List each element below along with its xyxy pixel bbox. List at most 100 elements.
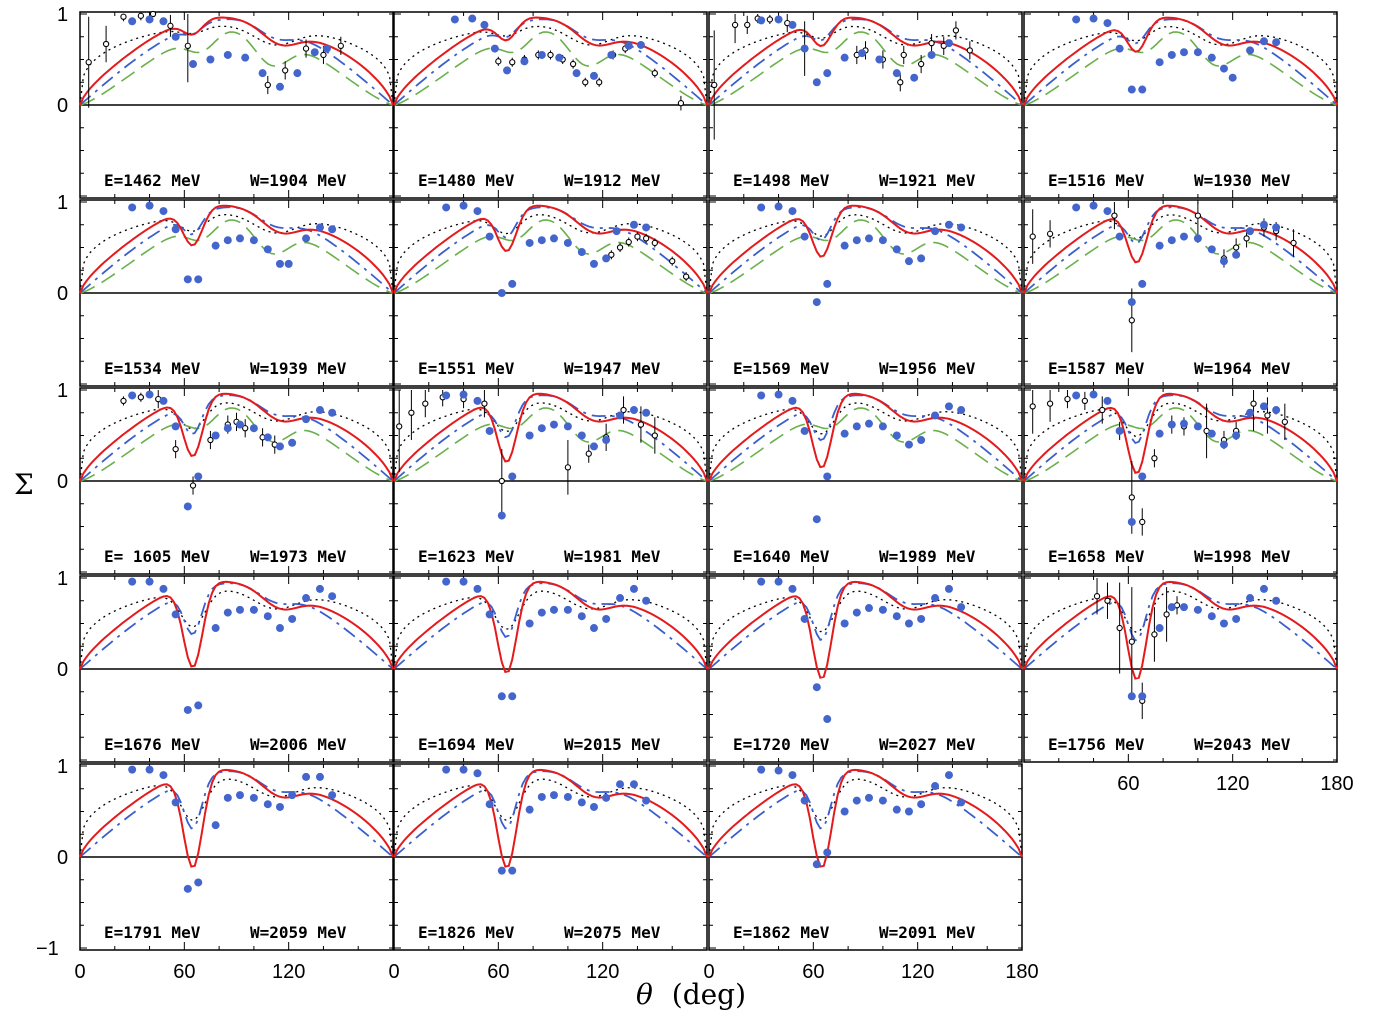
fit-curve-solid xyxy=(708,768,1023,868)
pseudo-data-point xyxy=(878,605,887,614)
pseudo-data-point xyxy=(549,234,558,243)
pseudo-data-point xyxy=(917,800,926,809)
pseudo-data-point xyxy=(788,20,797,29)
pseudo-data-point xyxy=(607,50,616,59)
fit-curve-long xyxy=(79,219,394,294)
x-axis-unit: (deg) xyxy=(672,978,746,1011)
pseudo-data-point xyxy=(485,232,494,241)
pseudo-data-point xyxy=(944,402,953,411)
pseudo-data-point xyxy=(878,796,887,805)
pseudo-data-point xyxy=(1103,207,1112,216)
pseudo-data-point xyxy=(642,223,651,232)
fit-curve-solid xyxy=(79,768,394,868)
y-tick-label: 0 xyxy=(57,471,68,493)
pseudo-data-point xyxy=(480,20,489,29)
fit-curve-dotted xyxy=(393,25,708,106)
pseudo-data-point xyxy=(624,41,633,50)
pseudo-data-point xyxy=(917,254,926,263)
y-tick-label: 1 xyxy=(57,756,68,778)
pseudo-data-point xyxy=(1272,223,1281,232)
pseudo-data-point xyxy=(1272,406,1281,415)
panel-energy-label: E=1623 MeV xyxy=(418,547,515,566)
data-point xyxy=(966,47,973,54)
pseudo-data-point xyxy=(892,69,901,78)
pseudo-data-point xyxy=(1246,46,1255,55)
data-point xyxy=(682,273,690,280)
pseudo-data-point xyxy=(864,793,873,802)
pseudo-data-point xyxy=(774,577,783,586)
data-point xyxy=(396,423,403,430)
data-point xyxy=(1093,593,1101,600)
pseudo-data-point xyxy=(302,415,311,424)
fit-curve-dotted xyxy=(79,25,394,106)
data-point xyxy=(625,238,632,246)
pseudo-data-point xyxy=(302,594,311,603)
data-point xyxy=(1151,631,1158,638)
pseudo-data-point xyxy=(1155,241,1164,250)
data-point xyxy=(900,51,907,59)
data-point xyxy=(1128,494,1135,501)
pseudo-data-point xyxy=(275,802,284,811)
plot-panel: E=1534 MeV W=1939 MeV xyxy=(79,199,394,387)
pseudo-data-point xyxy=(563,422,572,431)
pseudo-data-point xyxy=(800,614,809,623)
pseudo-data-point xyxy=(211,821,220,830)
pseudo-data-point xyxy=(910,73,919,82)
pseudo-data-point xyxy=(293,69,302,78)
fit-curve-solid xyxy=(1023,392,1338,482)
pseudo-data-point xyxy=(145,577,154,586)
panel-w-label: W=1964 MeV xyxy=(1194,359,1291,378)
panel-energy-label: E=1569 MeV xyxy=(733,359,830,378)
pseudo-data-point xyxy=(1232,614,1241,623)
fit-curve-dotted xyxy=(393,778,708,858)
panel-energy-label: E=1587 MeV xyxy=(1048,359,1145,378)
panel-w-label: W=1998 MeV xyxy=(1194,547,1291,566)
fit-curve-long xyxy=(1023,407,1338,482)
pseudo-data-point xyxy=(442,577,451,586)
pseudo-data-point xyxy=(223,608,232,617)
data-point xyxy=(1064,395,1071,403)
pseudo-data-point xyxy=(194,472,203,481)
pseudo-data-point xyxy=(812,78,821,87)
pseudo-data-point xyxy=(1155,624,1164,633)
pseudo-data-point xyxy=(1089,390,1098,399)
data-point xyxy=(1046,230,1054,237)
x-tick-label: 180 xyxy=(1005,961,1038,983)
fit-curve-dash xyxy=(393,770,708,858)
pseudo-data-point xyxy=(931,227,940,236)
data-point xyxy=(651,70,658,77)
pseudo-data-point xyxy=(128,203,137,212)
pseudo-data-point xyxy=(577,798,586,807)
fit-curve-dotted xyxy=(1023,590,1338,670)
pseudo-data-point xyxy=(1219,64,1228,73)
fit-curve-dotted xyxy=(393,590,708,670)
pseudo-data-point xyxy=(520,57,529,66)
x-tick-label: 60 xyxy=(802,961,824,983)
pseudo-data-point xyxy=(602,254,611,263)
pseudo-data-point xyxy=(442,203,451,212)
pseudo-data-point xyxy=(442,765,451,774)
fit-curve-dotted xyxy=(79,402,394,482)
fit-curve-dash xyxy=(79,582,394,670)
data-point xyxy=(184,42,191,49)
data-point xyxy=(137,12,145,19)
pseudo-data-point xyxy=(555,53,564,62)
fit-curve-long xyxy=(393,407,708,482)
pseudo-data-point xyxy=(1127,517,1136,526)
panel-energy-label: E= 1605 MeV xyxy=(104,547,210,566)
data-point xyxy=(1116,624,1123,632)
data-point xyxy=(547,51,554,59)
pseudo-data-point xyxy=(1232,250,1241,259)
pseudo-data-point xyxy=(1193,48,1202,57)
data-point xyxy=(952,27,960,34)
fit-curve-solid xyxy=(79,16,394,106)
data-point xyxy=(1151,455,1158,462)
pseudo-data-point xyxy=(288,614,297,623)
pseudo-data-point xyxy=(864,419,873,428)
fit-curve-long xyxy=(708,407,1023,482)
plot-panel: E=1516 MeV W=1930 MeV xyxy=(1023,11,1338,199)
pseudo-data-point xyxy=(537,424,546,433)
data-point xyxy=(1128,317,1135,324)
pseudo-data-point xyxy=(223,793,232,802)
plot-panel: E=1569 MeV W=1956 MeV xyxy=(708,199,1023,387)
